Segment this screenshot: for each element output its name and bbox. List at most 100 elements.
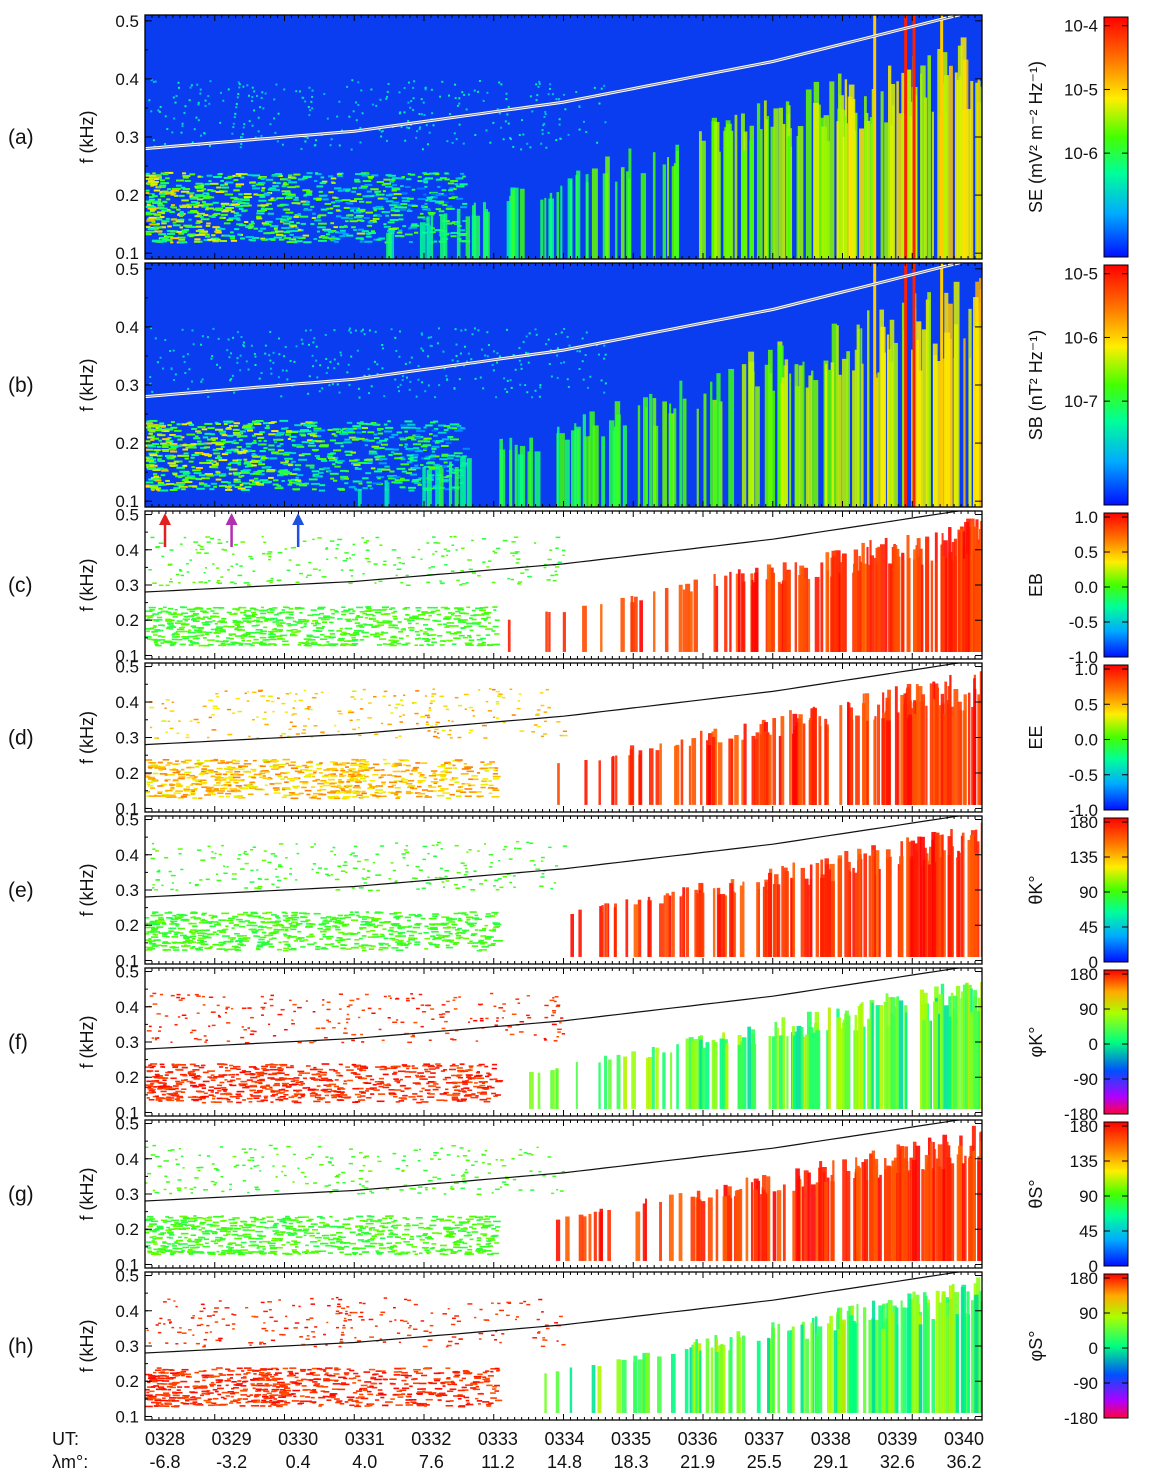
data-cell [201,618,206,620]
spectral-cell [281,479,285,482]
spectral-cell [151,207,159,210]
data-cell [236,620,242,623]
spectral-cell [392,197,397,200]
spectral-cell [232,428,240,431]
spectral-cell [276,445,281,448]
data-cell [352,772,360,774]
spectral-column [861,363,864,507]
data-cell [393,618,398,620]
data-cell [368,618,372,620]
spectral-cell [283,181,287,184]
spectral-cell [236,435,241,438]
spectral-cell [210,437,219,440]
data-cell [181,636,189,638]
spectral-column [386,232,392,259]
colorbar-tick-label: 10-6 [1064,328,1098,347]
spectral-cell [300,200,309,203]
data-cell [437,623,443,626]
spectral-cell [187,233,196,236]
spectral-cell [247,422,254,425]
spectral-cell [197,440,202,443]
spectral-cell [314,475,321,478]
data-cell [160,642,165,644]
data-cell [491,630,496,632]
data-cell [465,581,469,584]
spectral-cell [197,119,200,122]
data-cell [340,569,344,571]
spectral-cell [262,107,265,110]
data-cell [216,782,221,784]
spectral-cell [204,446,210,449]
spectral-cell [158,204,163,207]
spectral-cell [202,436,209,439]
spectral-cell [245,442,253,445]
spectral-cell [214,456,223,459]
spectral-cell [249,483,259,486]
spectral-cell [226,440,235,443]
data-cell [453,632,462,634]
data-cell [355,616,364,618]
data-cell [382,758,387,761]
data-column [957,529,961,652]
spectral-cell [446,205,453,208]
spectral-cell [206,459,212,462]
spectral-cell [177,86,180,89]
spectral-cell [281,178,289,181]
data-cell [157,790,163,793]
data-cell [168,628,174,630]
spectral-cell [547,93,550,96]
spectral-cell [336,173,342,176]
spectral-cell [239,430,246,433]
spectral-column [794,364,799,507]
spectral-cell [191,445,197,448]
data-cell [315,621,319,624]
data-cell [341,774,347,777]
spectral-cell [234,205,243,208]
spectral-cell [260,204,269,207]
spectral-cell [191,477,197,480]
spectral-cell [249,460,259,463]
data-cell [171,636,178,638]
data-cell [418,617,425,620]
spectral-cell [159,191,163,194]
spectral-cell [507,122,510,125]
spectral-cell [287,479,292,482]
spectral-cell [219,216,224,219]
spectral-cell [407,436,414,439]
data-cell [228,777,235,779]
data-cell [381,606,389,608]
spectral-cell [423,179,428,182]
spectral-cell [341,475,346,478]
spectral-cell [536,94,539,97]
spectral-cell [174,373,177,376]
data-cell [330,773,337,775]
spectral-cell [374,455,381,458]
spectral-column [837,73,842,259]
spectral-column [942,83,945,259]
data-cell [170,613,178,616]
spectral-cell [191,141,194,144]
data-cell [290,797,299,800]
spectral-cell [404,362,407,365]
spectral-cell [237,93,240,96]
spectral-cell [277,449,284,452]
spectral-cell [412,453,419,456]
spectral-column [960,37,967,259]
colorbar-tick-label: 10-5 [1064,80,1098,99]
data-cell [446,550,451,552]
data-cell [239,606,247,609]
data-cell [272,766,278,769]
spectral-cell [230,210,235,213]
data-cell [339,762,347,765]
data-column [545,611,548,652]
data-cell [258,632,263,634]
data-cell [225,792,232,795]
data-cell [226,637,231,639]
data-cell [325,547,329,549]
spectral-cell [433,428,439,431]
spectral-cell [400,203,408,206]
spectral-column [782,123,786,259]
data-cell [377,792,383,795]
data-cell [479,644,487,646]
data-cell [350,634,357,637]
